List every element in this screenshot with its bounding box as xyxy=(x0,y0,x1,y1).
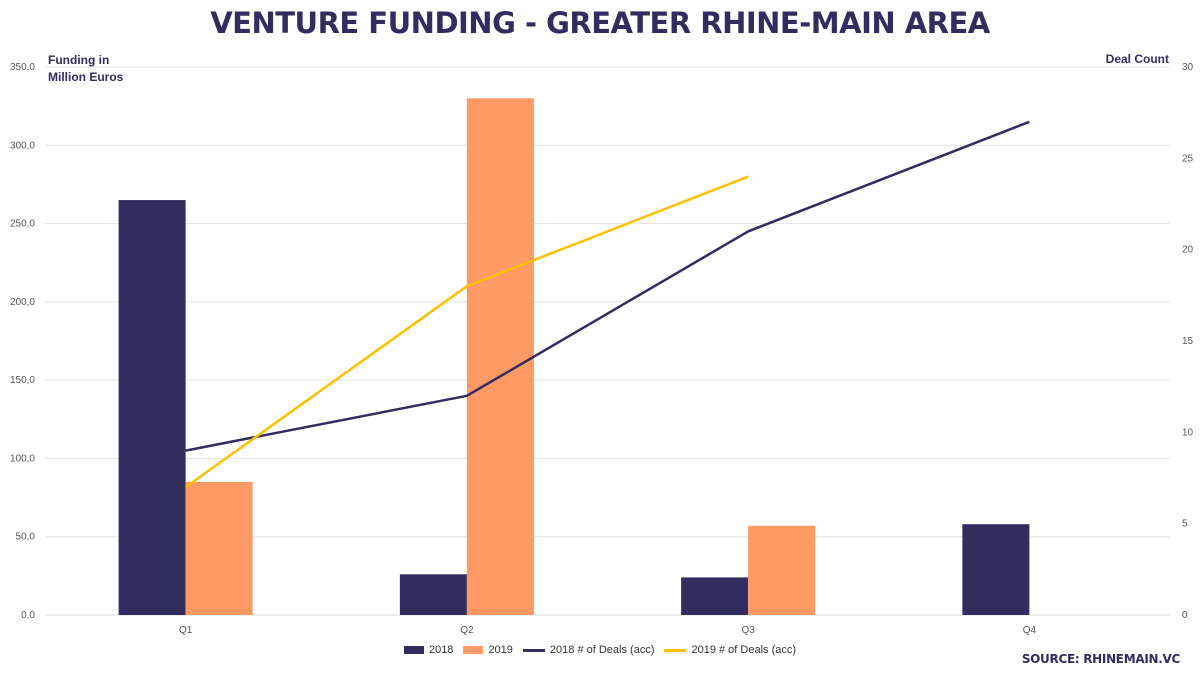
legend: 2018 2019 2018 # of Deals (acc) 2019 # o… xyxy=(0,644,1200,656)
legend-item-2019: 2019 xyxy=(463,644,513,656)
x-tick-label: Q4 xyxy=(1023,625,1037,636)
legend-label-2019: 2019 xyxy=(488,644,513,656)
y2-tick-label: 5 xyxy=(1182,519,1188,530)
chart-title: Venture Funding - Greater Rhine-Main Are… xyxy=(210,6,990,40)
bar-2018-Q1 xyxy=(118,200,186,616)
legend-label-2018-deals: 2018 # of Deals (acc) xyxy=(549,644,655,656)
bar-2019-Q2 xyxy=(466,98,534,616)
bar-2018-Q2 xyxy=(399,574,467,615)
legend-label-2018: 2018 xyxy=(428,644,454,656)
x-tick-label: Q2 xyxy=(460,625,474,636)
legend-item-2019-deals: 2019 # of Deals (acc) xyxy=(664,644,796,656)
legend-swatch-2019-deals xyxy=(664,648,687,652)
legend-swatch-2019 xyxy=(463,646,484,654)
y2-tick-label: 20 xyxy=(1182,245,1194,256)
y2-axis-title: Deal Count xyxy=(1105,52,1169,66)
y2-tick-label: 25 xyxy=(1182,153,1194,164)
bar-2019-Q3 xyxy=(748,525,816,615)
y-tick-label: 200,0 xyxy=(10,297,35,308)
y-axis-title: Funding in Million Euros xyxy=(48,52,148,86)
y2-tick-label: 0 xyxy=(1182,610,1188,621)
y-tick-label: 100,0 xyxy=(10,453,35,464)
y-tick-label: 300,0 xyxy=(10,140,35,151)
y-axis-title-line-1: Funding in xyxy=(48,53,110,67)
y-axis-title-line-2: Million Euros xyxy=(48,70,124,84)
legend-swatch-2018 xyxy=(403,646,424,654)
x-tick-label: Q1 xyxy=(179,625,193,636)
y-tick-label: 350,0 xyxy=(10,62,35,73)
y2-tick-label: 10 xyxy=(1182,427,1194,438)
y-tick-label: 150,0 xyxy=(10,375,35,386)
y-tick-label: 50,0 xyxy=(16,532,36,543)
bar-2018-Q3 xyxy=(681,577,749,615)
source-note: Source: RhineMain.VC xyxy=(1021,652,1180,666)
y-tick-label: 250,0 xyxy=(10,219,35,230)
x-tick-label: Q3 xyxy=(741,625,755,636)
bar-2018-Q4 xyxy=(962,524,1030,615)
legend-item-2018: 2018 xyxy=(403,644,454,656)
y-tick-label: 0,0 xyxy=(21,610,35,621)
legend-item-2018-deals: 2018 # of Deals (acc) xyxy=(522,644,655,656)
line-2018-of-deals-acc- xyxy=(185,120,1030,452)
chart-plot: 0,0 50,0 100,0 150,0 200,0 250,0 300,0 350,0 0 5 1… xyxy=(10,62,1194,636)
line-2019-of-deals-acc- xyxy=(184,175,749,489)
bar-2019-Q1 xyxy=(185,481,253,615)
legend-label-2019-deals: 2019 # of Deals (acc) xyxy=(691,644,797,656)
y2-tick-label: 30 xyxy=(1182,62,1194,73)
legend-swatch-2018-deals xyxy=(522,648,545,652)
y2-tick-label: 15 xyxy=(1182,336,1194,347)
